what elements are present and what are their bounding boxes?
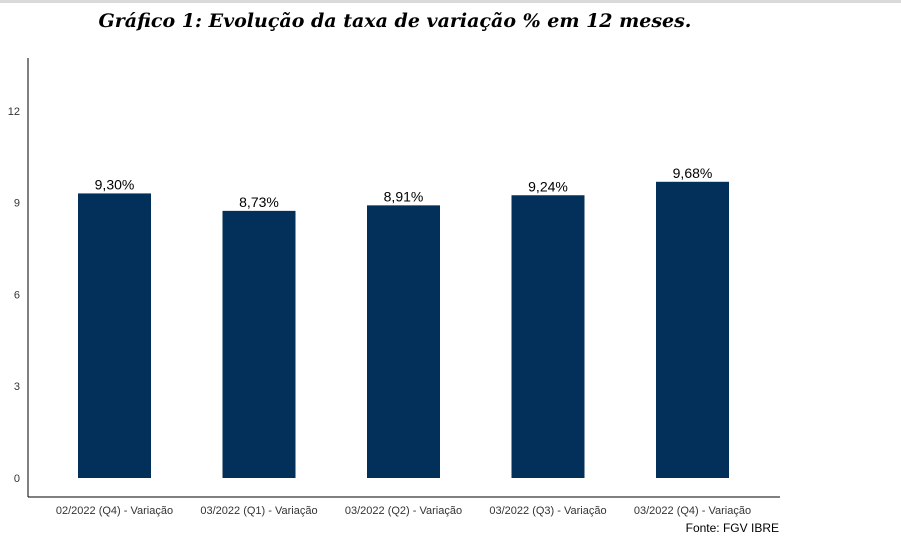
- x-category-label: 03/2022 (Q1) - Variação: [200, 505, 317, 517]
- category-labels: 02/2022 (Q4) - Variação 03/2022 (Q1) - Va…: [56, 505, 751, 517]
- bar-value-label: 9,24%: [528, 178, 568, 194]
- x-category-label: 03/2022 (Q4) - Variação: [634, 505, 751, 517]
- data-labels: 9,30% 8,73% 8,91% 9,24% 9,68%: [95, 165, 713, 210]
- bar: [367, 205, 440, 478]
- y-tick-label: 0: [14, 473, 20, 485]
- y-tick-label: 9: [14, 198, 20, 210]
- bar: [656, 181, 729, 479]
- bar-value-label: 9,30%: [95, 176, 135, 192]
- bar: [511, 195, 585, 479]
- bar-value-label: 8,91%: [384, 188, 424, 204]
- top-border: [0, 0, 901, 3]
- y-tick-label: 3: [14, 381, 20, 393]
- source-note: Fonte: FGV IBRE: [685, 521, 779, 535]
- y-tick-label: 12: [8, 106, 20, 118]
- bars: [78, 181, 729, 479]
- x-category-label: 02/2022 (Q4) - Variação: [56, 505, 173, 517]
- x-category-label: 03/2022 (Q2) - Variação: [345, 505, 462, 517]
- bar-value-label: 9,68%: [673, 165, 713, 181]
- chart-title: Gráfico 1: Evolução da taxa de variação …: [98, 10, 692, 32]
- y-tick-labels: 0 3 6 9 12: [8, 106, 20, 485]
- x-category-label: 03/2022 (Q3) - Variação: [489, 505, 606, 517]
- bar: [78, 193, 151, 479]
- y-tick-label: 6: [14, 289, 20, 301]
- bar-value-label: 8,73%: [239, 194, 279, 210]
- bar: [222, 210, 296, 478]
